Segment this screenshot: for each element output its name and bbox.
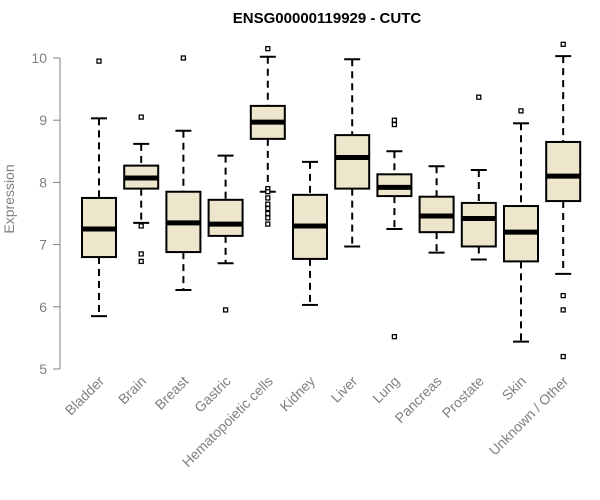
boxes-group (81, 41, 582, 360)
y-tick-label: 8 (39, 174, 47, 190)
y-tick-label: 9 (39, 112, 47, 128)
box-kidney (292, 160, 328, 306)
x-tick-label: Unknown / Other (486, 373, 572, 459)
x-tick-label: Prostate (439, 373, 487, 421)
outlier-point (560, 41, 566, 47)
box-skin (503, 108, 539, 343)
outlier-point (560, 292, 566, 299)
box-pancreas (418, 165, 455, 254)
outlier-point (265, 221, 271, 227)
y-axis: 5 6 7 8 9 10 (31, 50, 61, 377)
x-tick-label: Liver (328, 373, 361, 406)
outlier-point (265, 201, 271, 207)
box-bladder (81, 58, 117, 318)
outlier-point (391, 334, 398, 340)
outlier-point (138, 114, 144, 120)
box-hematopoietic-cells (249, 46, 286, 227)
outlier-point (391, 121, 398, 128)
outlier-point (518, 108, 524, 114)
box-brain (123, 114, 160, 265)
iqr-box (460, 201, 497, 248)
x-tick-label: Brain (115, 373, 149, 407)
box-prostate (460, 94, 497, 261)
outlier-point (265, 210, 271, 217)
outlier-point (138, 258, 144, 265)
box-breast (165, 55, 202, 292)
outlier-point (138, 251, 144, 257)
outlier-point (222, 307, 229, 313)
outlier-point (560, 353, 566, 360)
outlier-point (265, 205, 271, 212)
x-tick-label: Lung (369, 373, 402, 406)
y-tick-label: 5 (39, 361, 47, 377)
outlier-point (391, 117, 398, 123)
chart-title: ENSG00000119929 - CUTC (233, 10, 422, 27)
outlier-point (265, 189, 271, 195)
box-liver (334, 58, 371, 248)
x-tick-label: Breast (152, 373, 192, 413)
outlier-point (476, 94, 482, 100)
outlier-point (265, 46, 271, 52)
y-tick-label: 10 (31, 50, 47, 66)
box-gastric (207, 154, 244, 313)
outlier-point (265, 195, 271, 201)
x-tick-label: Skin (499, 373, 530, 404)
x-tick-label: Bladder (62, 373, 108, 419)
outlier-point (96, 58, 102, 64)
box-lung (376, 117, 413, 340)
iqr-box (334, 134, 371, 190)
outlier-point (180, 55, 187, 61)
x-tick-label: Kidney (277, 373, 319, 415)
y-tick-label: 6 (39, 299, 47, 315)
iqr-box (207, 198, 244, 237)
outlier-point (560, 307, 566, 313)
y-axis-label: Expression (1, 164, 17, 233)
iqr-box (545, 140, 582, 203)
y-tick-label: 7 (39, 237, 47, 253)
outlier-point (138, 223, 144, 229)
box-unknown-other (545, 41, 582, 360)
x-tick-label: Pancreas (392, 373, 445, 426)
outlier-point (265, 215, 271, 221)
